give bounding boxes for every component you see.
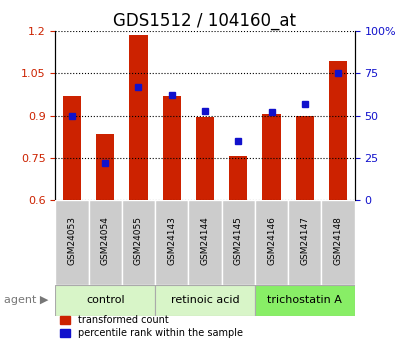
Bar	[121, 200, 155, 285]
Bar	[55, 200, 88, 285]
Bar	[155, 200, 188, 285]
Bar	[196, 117, 213, 200]
Bar	[295, 116, 313, 200]
Bar	[254, 200, 288, 285]
Text: GSM24147: GSM24147	[299, 216, 308, 265]
Bar	[254, 285, 354, 316]
Text: GSM24145: GSM24145	[233, 216, 242, 265]
Bar	[88, 200, 121, 285]
Bar	[63, 96, 81, 200]
Bar	[162, 96, 180, 200]
Text: agent ▶: agent ▶	[4, 295, 48, 305]
Bar	[262, 114, 280, 200]
Text: GSM24148: GSM24148	[333, 216, 342, 265]
Bar	[328, 61, 346, 200]
Bar	[221, 200, 254, 285]
Bar	[96, 134, 114, 200]
Bar	[321, 200, 354, 285]
Bar	[55, 285, 155, 316]
Bar	[155, 285, 254, 316]
Text: GSM24144: GSM24144	[200, 216, 209, 265]
Bar	[129, 35, 147, 200]
Bar	[229, 156, 247, 200]
Text: retinoic acid: retinoic acid	[170, 295, 239, 305]
Legend: transformed count, percentile rank within the sample: transformed count, percentile rank withi…	[60, 315, 242, 338]
Text: GSM24055: GSM24055	[134, 216, 143, 265]
Text: control: control	[86, 295, 124, 305]
Text: trichostatin A: trichostatin A	[267, 295, 342, 305]
Text: GSM24054: GSM24054	[101, 216, 110, 265]
Text: GSM24143: GSM24143	[167, 216, 176, 265]
Text: GSM24053: GSM24053	[67, 216, 76, 265]
Bar	[188, 200, 221, 285]
Title: GDS1512 / 104160_at: GDS1512 / 104160_at	[113, 12, 296, 30]
Text: GSM24146: GSM24146	[266, 216, 275, 265]
Bar	[288, 200, 321, 285]
